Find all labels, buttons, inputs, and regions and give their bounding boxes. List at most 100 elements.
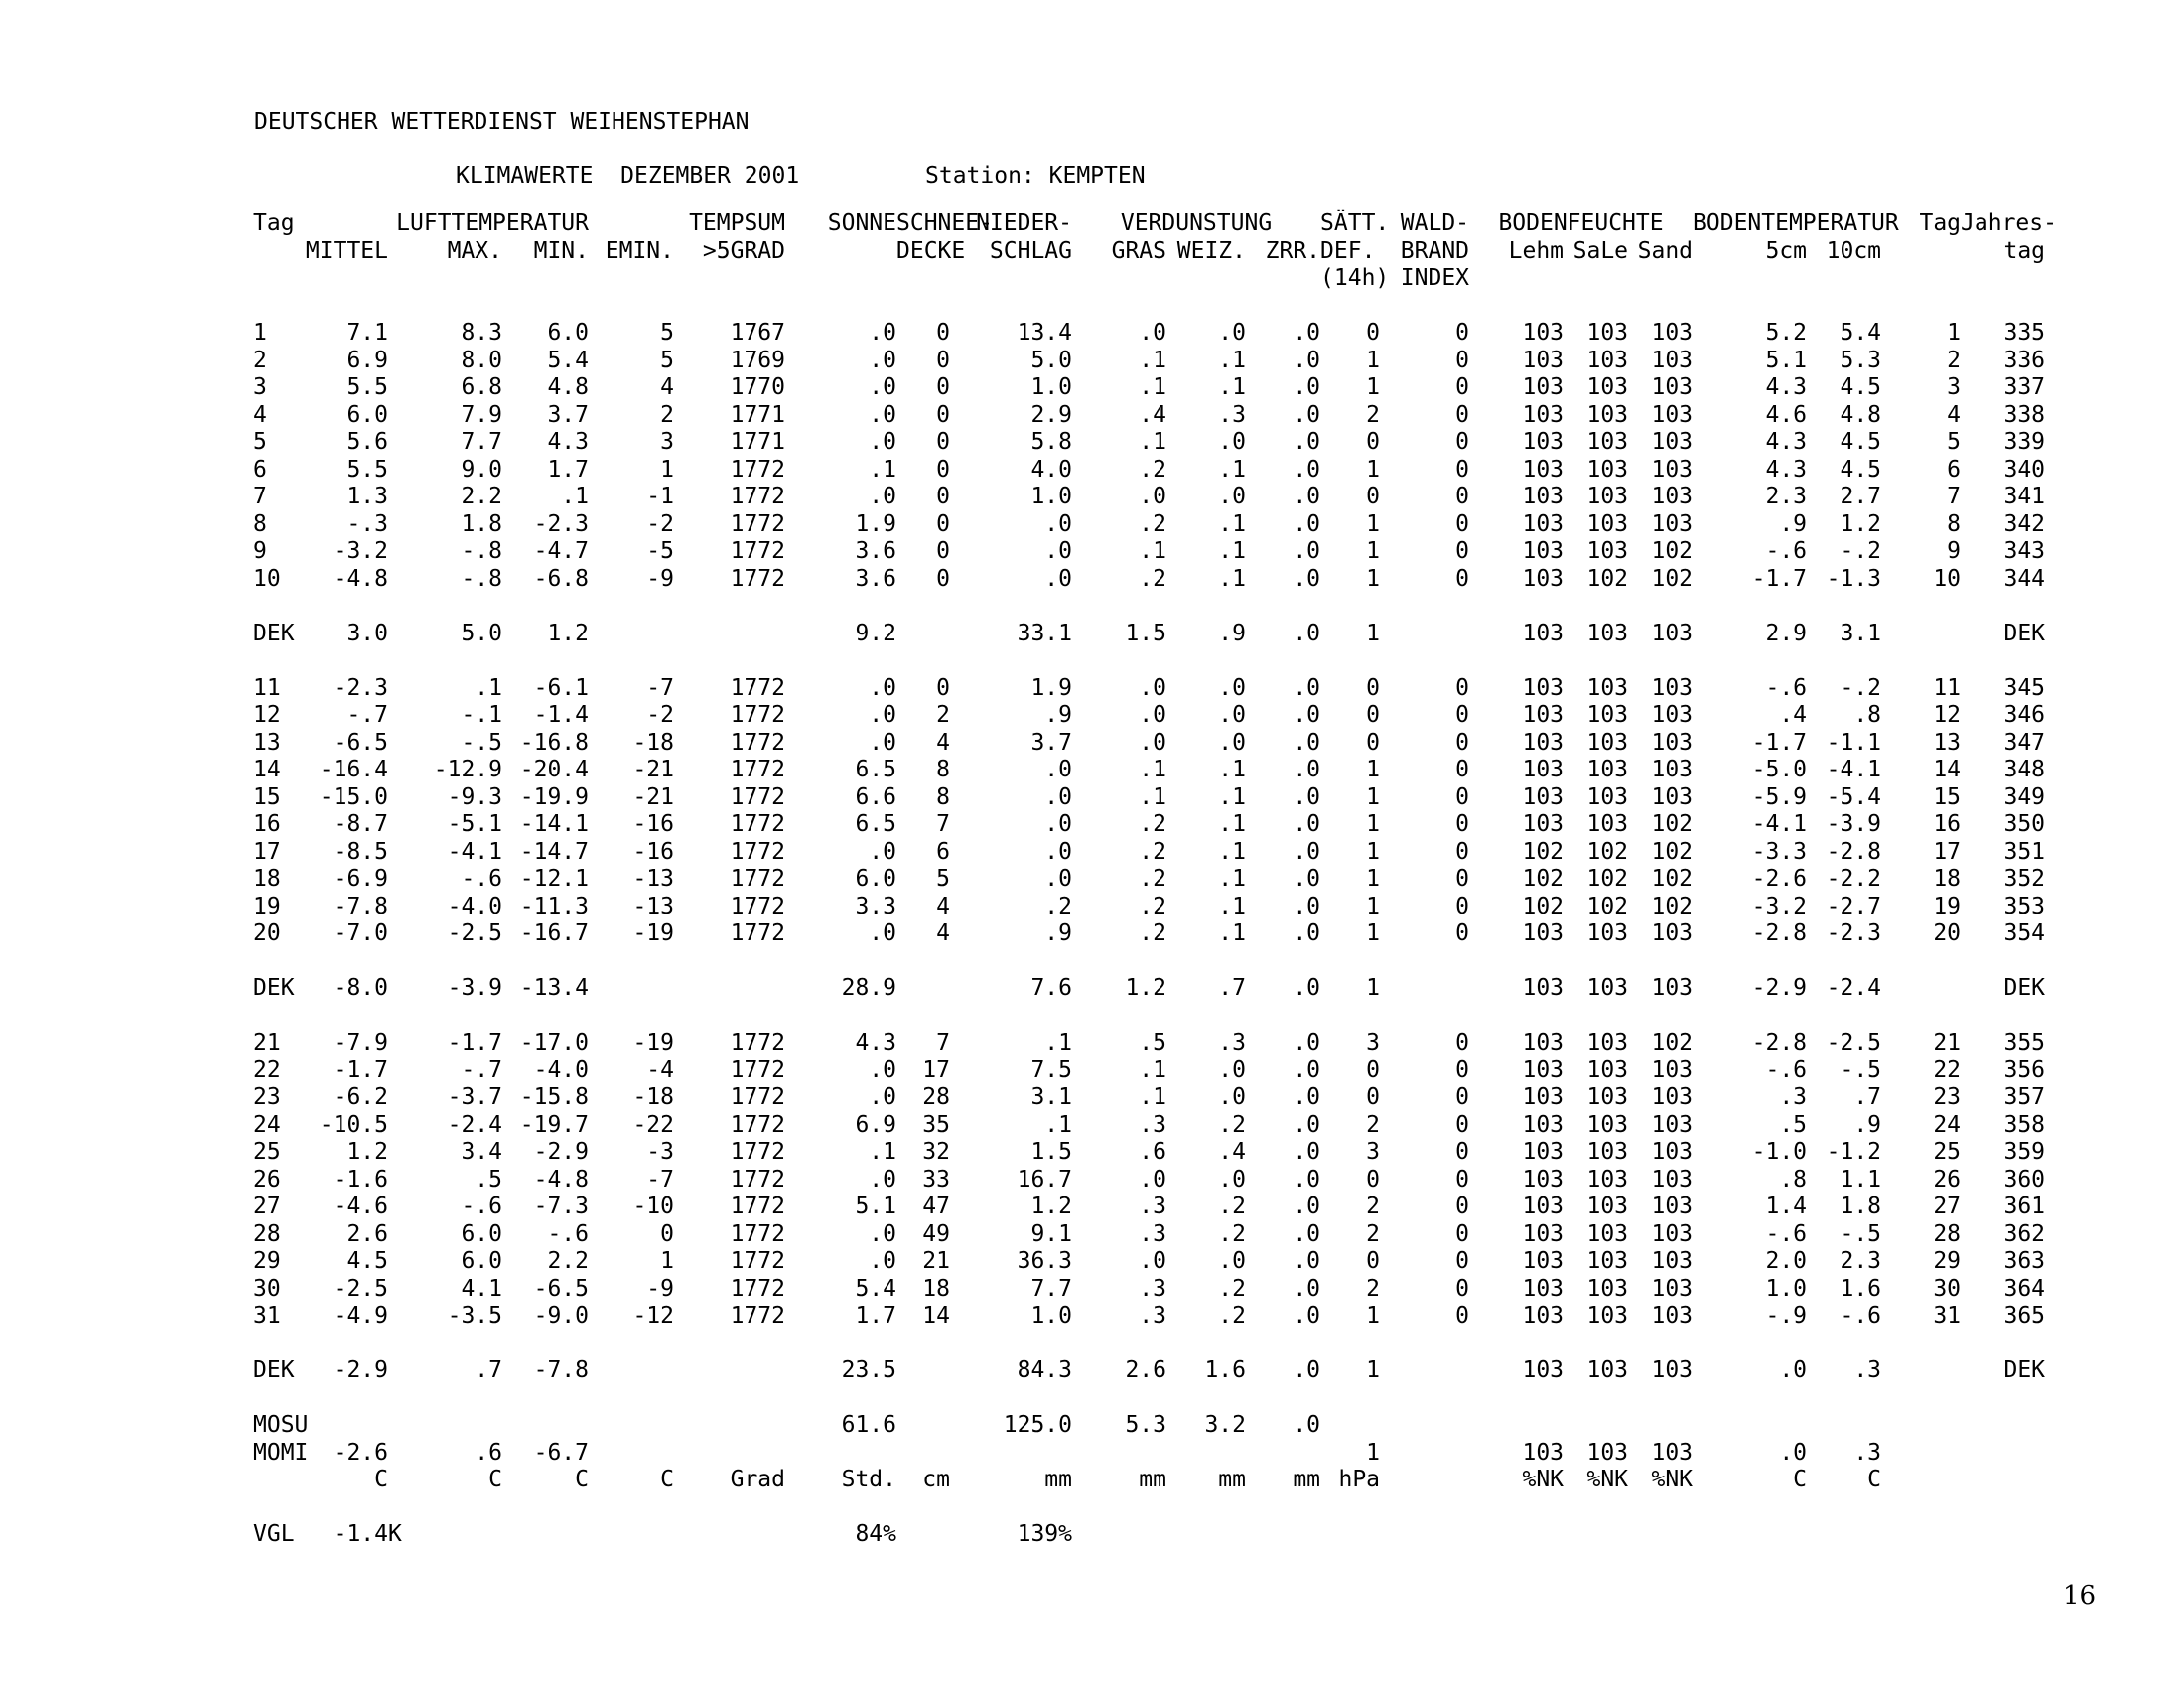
cell-tag2 [1881, 1357, 1961, 1385]
cell-waldbrand [1380, 1440, 1469, 1468]
cell-sale: 103 [1586, 1194, 1629, 1220]
cell-emin [589, 975, 674, 1003]
cell-saett-def: 1 [1366, 510, 1381, 537]
cell-jahrestag: 345 [2003, 674, 2046, 701]
cell-sale: 103 [1586, 1139, 1629, 1166]
cell-sale: 103 [1586, 1220, 1629, 1247]
cell-tag2: 11 [1933, 674, 1962, 701]
cell-jahrestag: 335 [2003, 320, 2046, 347]
cell-mittel: -4.8 [333, 565, 388, 592]
cell-lehm: 103 [1522, 401, 1565, 428]
header-tag: Tag [253, 211, 295, 237]
cell-saett-def: 0 [1366, 674, 1381, 701]
cell-waldbrand [1380, 1357, 1469, 1385]
header-weiz: WEIZ. [1176, 237, 1246, 264]
cell-min: -13.4 [519, 975, 589, 1002]
cell-jahrestag: 353 [2003, 893, 2046, 919]
cell-niederschlag: 4.0 [1030, 456, 1072, 483]
cell-sonne: 23.5 [841, 1357, 896, 1384]
cell-lehm: 103 [1522, 920, 1565, 947]
cell-jahrestag: 343 [2003, 538, 2046, 565]
cell-tag: VGL [253, 1521, 295, 1548]
cell-tag: 2 [253, 347, 267, 373]
cell-saett-def: 1 [1366, 838, 1381, 865]
cell-sand: 103 [1651, 729, 1694, 756]
cell-tempsum: 1772 [730, 484, 785, 510]
cell-weiz: .1 [1218, 374, 1246, 401]
cell-max: -.8 [461, 538, 502, 565]
cell-niederschlag: 139% [1017, 1521, 1072, 1548]
table-row-day: 19 -7.8 -4.0 -11.3 -13 1772 3.3 4 .2 .2 .1 .0 1 0 102 1… [253, 894, 2045, 921]
cell-weiz: mm [1218, 1467, 1246, 1493]
cell-schneedecke [896, 1521, 950, 1549]
cell-schneedecke: 0 [936, 401, 950, 428]
monthly-sum-row: MOSU 61.6 125.0 5.3 3.2 .0 [253, 1412, 2045, 1440]
cell-temp-10cm: .7 [1853, 1084, 1882, 1111]
cell-emin: -2 [646, 510, 674, 537]
cell-tag2: 26 [1933, 1166, 1962, 1193]
cell-weiz: .9 [1218, 620, 1246, 646]
table-row-day: 22 -1.7 -.7 -4.0 -4 1772 .0 17 7.5 .1 .0 .0 0 0 103 103… [253, 1057, 2045, 1085]
cell-jahrestag: 359 [2003, 1139, 2046, 1166]
cell-saett-def: 1 [1366, 1439, 1381, 1466]
cell-tag: 23 [253, 1084, 281, 1111]
cell-saett-def: 1 [1366, 347, 1381, 373]
cell-zrr: mm [1293, 1467, 1321, 1493]
cell-tag2: 8 [1947, 510, 1962, 537]
cell-waldbrand: 0 [1455, 1194, 1470, 1220]
cell-niederschlag: .1 [1044, 1111, 1072, 1138]
cell-sand: 103 [1651, 757, 1694, 783]
header-mittel [299, 265, 388, 293]
cell-tag2: 31 [1933, 1303, 1962, 1330]
cell-mittel: -6.9 [333, 866, 388, 893]
cell-saett-def: hPa [1338, 1467, 1381, 1493]
cell-tempsum: 1772 [730, 456, 785, 483]
cell-gras: .1 [1139, 1056, 1166, 1083]
cell-weiz: .1 [1218, 538, 1246, 565]
cell-gras: 1.2 [1125, 975, 1166, 1002]
cell-mittel: -7.0 [333, 920, 388, 947]
cell-temp-10cm: -1.1 [1826, 729, 1882, 756]
cell-max [388, 1412, 502, 1440]
cell-zrr: .0 [1293, 1248, 1321, 1275]
cell-tag2 [1881, 1521, 1961, 1549]
header-gras: VERDUNSTUNG [1120, 211, 1273, 237]
cell-tag: 22 [253, 1056, 281, 1083]
cell-schneedecke: 0 [936, 484, 950, 510]
cell-niederschlag: .0 [1044, 565, 1072, 592]
table-row-day: 13 -6.5 -.5 -16.8 -18 1772 .0 4 3.7 .0 .0 .0 0 0 103 10… [253, 730, 2045, 758]
table-row-day: 3 5.5 6.8 4.8 4 1770 .0 0 1.0 .1 .1 .0 1 0 103 103 103 4.… [253, 374, 2045, 402]
cell-sale: 102 [1586, 866, 1629, 893]
cell-emin: -18 [632, 729, 674, 756]
cell-emin: -3 [646, 1139, 674, 1166]
cell-mittel: -6.2 [333, 1084, 388, 1111]
cell-tag: 19 [253, 893, 281, 919]
spacer-row [253, 1494, 2045, 1522]
cell-sonne: .0 [869, 1084, 896, 1111]
header-tempsum [674, 265, 785, 293]
cell-temp-10cm: 2.3 [1840, 1248, 1882, 1275]
cell-sand: 103 [1651, 975, 1694, 1002]
cell-mittel [299, 1412, 388, 1440]
cell-sonne: .0 [869, 374, 896, 401]
cell-mittel: C [374, 1467, 388, 1493]
cell-lehm: %NK [1522, 1467, 1565, 1493]
cell-max: 2.2 [461, 484, 502, 510]
cell-tag: DEK [253, 1357, 295, 1384]
cell-temp-5cm: 1.4 [1765, 1194, 1808, 1220]
cell-min [502, 1521, 589, 1549]
cell-waldbrand: 0 [1455, 347, 1470, 373]
cell-tempsum: 1772 [730, 1303, 785, 1330]
cell-saett-def: 0 [1366, 1166, 1381, 1193]
table-row-day: 9 -3.2 -.8 -4.7 -5 1772 3.6 0 .0 .1 .1 .0 1 0 103 103 10… [253, 538, 2045, 566]
cell-sand: 103 [1651, 783, 1694, 810]
comparison-row: VGL -1.4 K 84% 139% [253, 1521, 2045, 1549]
cell-tempsum: 1771 [730, 429, 785, 456]
cell-waldbrand: 0 [1455, 565, 1470, 592]
cell-tag [253, 1467, 299, 1494]
cell-max: K [388, 1521, 402, 1548]
cell-niederschlag: .0 [1044, 783, 1072, 810]
cell-tag: 27 [253, 1194, 281, 1220]
cell-sand: 102 [1651, 866, 1694, 893]
cell-min: -4.8 [533, 1166, 589, 1193]
